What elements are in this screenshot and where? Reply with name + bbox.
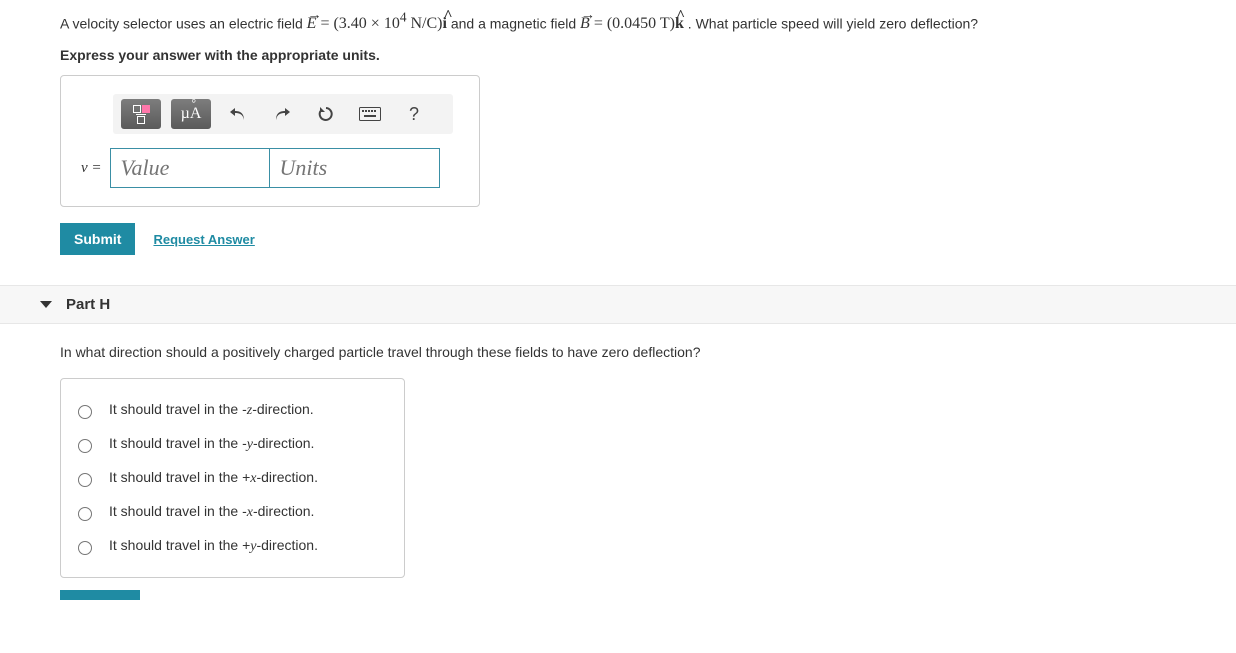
option-row[interactable]: It should travel in the -z-direction. <box>69 393 394 427</box>
options-box: It should travel in the -z-direction. It… <box>60 378 405 578</box>
help-icon: ? <box>409 104 419 125</box>
keyboard-button[interactable] <box>353 99 387 129</box>
option-radio-3[interactable] <box>78 507 92 521</box>
units-button[interactable]: µA <box>171 99 211 129</box>
part-h-label: Part H <box>66 296 110 313</box>
q-middle: and a magnetic field <box>451 15 580 31</box>
undo-button[interactable] <box>221 99 255 129</box>
option-row[interactable]: It should travel in the -y-direction. <box>69 427 394 461</box>
submit-row: Submit Request Answer <box>60 223 1236 255</box>
k-hat: k <box>675 15 684 33</box>
option-row[interactable]: It should travel in the -x-direction. <box>69 495 394 529</box>
i-hat: i <box>443 15 447 33</box>
fraction-template-button[interactable] <box>121 99 161 129</box>
chevron-down-icon <box>40 301 52 308</box>
option-label: It should travel in the -z-direction. <box>109 401 314 419</box>
partial-button[interactable] <box>60 590 140 600</box>
keyboard-icon <box>359 107 381 121</box>
fraction-icon <box>133 105 150 124</box>
q-prefix: A velocity selector uses an electric fie… <box>60 15 307 31</box>
redo-button[interactable] <box>265 99 299 129</box>
reset-button[interactable] <box>309 99 343 129</box>
option-label: It should travel in the +x-direction. <box>109 469 318 487</box>
e-vector: E <box>307 15 317 33</box>
redo-icon <box>273 106 291 122</box>
option-label: It should travel in the -y-direction. <box>109 435 314 453</box>
option-radio-4[interactable] <box>78 541 92 555</box>
e-exp: 4 <box>400 10 407 25</box>
e-eq: = (3.40 × 10 <box>316 15 399 32</box>
undo-icon <box>229 106 247 122</box>
part-h-header[interactable]: Part H <box>0 285 1236 324</box>
option-radio-1[interactable] <box>78 439 92 453</box>
b-vector: B <box>580 15 590 33</box>
help-button[interactable]: ? <box>397 99 431 129</box>
question-text: A velocity selector uses an electric fie… <box>60 10 1236 33</box>
toolbar: µA ? <box>113 94 453 134</box>
b-eq: = (0.0450 T) <box>590 15 675 32</box>
option-radio-0[interactable] <box>78 405 92 419</box>
e-unit: N/C) <box>407 15 443 32</box>
input-row: v = <box>81 148 467 188</box>
request-answer-link[interactable]: Request Answer <box>153 232 254 247</box>
answer-box: µA ? v = <box>60 75 480 207</box>
submit-button[interactable]: Submit <box>60 223 135 255</box>
value-input[interactable] <box>110 148 270 188</box>
part-h-question: In what direction should a positively ch… <box>60 344 1236 360</box>
option-label: It should travel in the -x-direction. <box>109 503 314 521</box>
option-row[interactable]: It should travel in the +y-direction. <box>69 529 394 563</box>
q-tail: . What particle speed will yield zero de… <box>688 15 978 31</box>
mu-a-icon: µA <box>181 105 202 123</box>
variable-label: v = <box>81 160 102 177</box>
instruction: Express your answer with the appropriate… <box>60 47 1236 63</box>
units-input[interactable] <box>270 148 440 188</box>
option-label: It should travel in the +y-direction. <box>109 537 318 555</box>
reset-icon <box>317 105 335 123</box>
option-row[interactable]: It should travel in the +x-direction. <box>69 461 394 495</box>
option-radio-2[interactable] <box>78 473 92 487</box>
